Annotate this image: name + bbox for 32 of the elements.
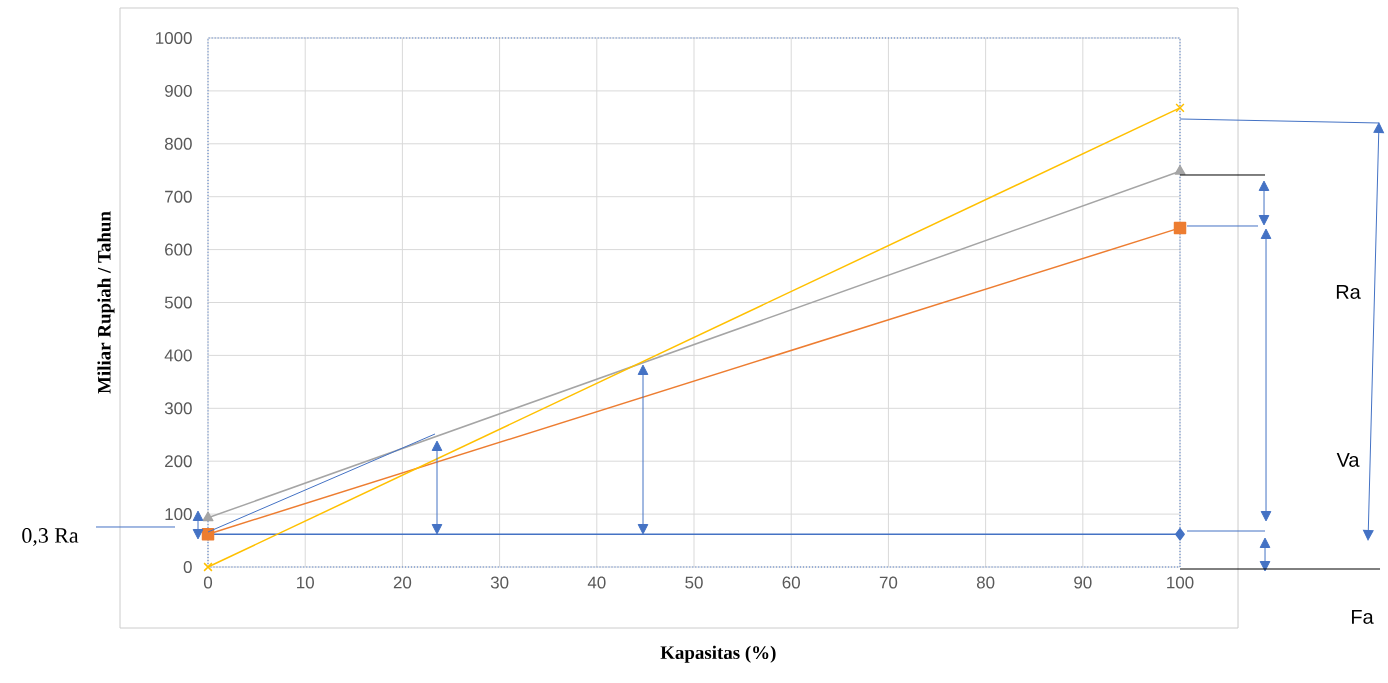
point <box>1175 527 1185 541</box>
y-tick-label: 1000 <box>156 31 192 44</box>
x-tick-label: 50 <box>685 576 703 589</box>
point <box>1173 221 1187 235</box>
y-tick-label: 300 <box>164 402 192 415</box>
point <box>1175 103 1185 113</box>
text: 0,3 Ra <box>22 528 79 546</box>
y-tick-label: 100 <box>165 508 192 521</box>
y-tick-label: 200 <box>165 455 192 468</box>
x-tick-label: 90 <box>1074 576 1092 589</box>
y-axis-title: Miliar Rupiah / Tahun <box>97 211 115 394</box>
x-tick-label: 30 <box>490 576 509 589</box>
y-tick-label: 800 <box>164 137 192 150</box>
y-tick-label: 500 <box>164 296 192 309</box>
x-tick-label: 80 <box>976 576 995 589</box>
text: Va <box>1336 453 1360 467</box>
point <box>203 562 213 572</box>
text: Ra <box>1336 285 1361 299</box>
x-tick-label: 0 <box>203 576 213 589</box>
x-tick-label: 40 <box>587 576 606 589</box>
text: Fa <box>1352 610 1374 624</box>
x-tick-label: 70 <box>879 576 898 589</box>
x-axis-title: Kapasitas (%) <box>660 645 776 663</box>
y-tick-label: 400 <box>164 349 192 362</box>
y-tick-label: 0 <box>183 561 192 573</box>
x-tick-label: 20 <box>393 576 412 589</box>
x-tick-label: 60 <box>782 576 800 589</box>
y-tick-label: 900 <box>165 84 192 97</box>
x-tick-label: 10 <box>297 576 314 589</box>
y-tick-label: 600 <box>165 243 192 256</box>
y-tick-label: 700 <box>165 190 192 203</box>
x-tick-label: 100 <box>1167 576 1194 589</box>
